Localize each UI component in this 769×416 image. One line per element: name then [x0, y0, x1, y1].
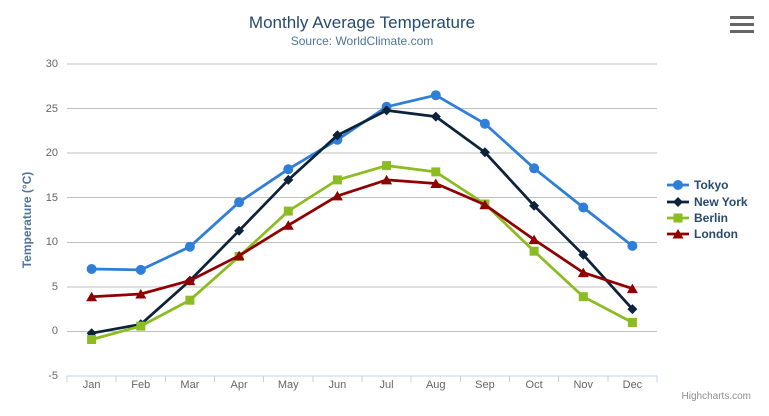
data-point-berlin[interactable] [185, 295, 195, 305]
data-point-berlin[interactable] [529, 246, 539, 256]
data-point-new-york[interactable] [430, 111, 441, 122]
data-point-new-york[interactable] [332, 130, 343, 141]
data-point-new-york[interactable] [529, 200, 540, 211]
y-axis-label: -5 [48, 370, 58, 382]
y-axis-label: 20 [45, 147, 58, 160]
data-point-berlin[interactable] [627, 318, 637, 327]
data-point-tokyo[interactable] [627, 240, 638, 251]
context-menu-button[interactable] [728, 13, 756, 35]
data-point-new-york[interactable] [479, 147, 490, 158]
legend-item-berlin[interactable]: Berlin [667, 210, 748, 226]
data-point-london[interactable] [184, 275, 196, 286]
y-axis-label: 30 [45, 58, 58, 70]
hamburger-icon [730, 22, 754, 26]
series-line-london[interactable] [90, 178, 634, 299]
data-point-berlin[interactable] [578, 292, 588, 302]
legend-item-london[interactable]: London [667, 226, 748, 242]
legend-marker-symbol-london [672, 229, 684, 239]
hamburger-icon [730, 15, 754, 19]
y-axis-label: 5 [51, 280, 58, 293]
legend-item-new-york[interactable]: New York [667, 193, 748, 209]
data-point-berlin[interactable] [431, 167, 441, 177]
data-point-new-york[interactable] [283, 174, 294, 185]
data-point-tokyo[interactable] [184, 241, 195, 252]
legend-label-london: London [694, 227, 738, 242]
data-point-london[interactable] [626, 283, 638, 294]
x-axis-label: Sep [475, 379, 495, 391]
hamburger-icon [730, 29, 754, 33]
data-point-london[interactable] [381, 174, 393, 185]
legend-label-tokyo: Tokyo [694, 178, 729, 193]
x-axis-label: Feb [131, 379, 151, 391]
series-line-new-york[interactable] [90, 109, 634, 335]
x-axis-label: Jun [328, 379, 347, 391]
data-point-berlin[interactable] [283, 206, 293, 216]
legend-marker-tokyo [667, 180, 689, 191]
x-axis-label: Oct [525, 379, 543, 391]
data-point-london[interactable] [233, 250, 245, 261]
data-point-tokyo[interactable] [479, 118, 490, 129]
data-point-london[interactable] [528, 234, 540, 245]
data-point-tokyo[interactable] [430, 90, 441, 101]
legend-marker-berlin [667, 213, 689, 223]
x-axis-label: May [277, 379, 299, 391]
legend: Tokyo New York Berlin London [667, 177, 748, 243]
x-axis-label: Dec [622, 379, 643, 391]
credits-link[interactable]: Highcharts.com [681, 391, 751, 402]
x-axis-label: Apr [230, 379, 248, 391]
data-point-new-york[interactable] [578, 249, 589, 260]
series-line-berlin[interactable] [90, 164, 634, 341]
x-axis-label: Nov [573, 379, 594, 391]
data-point-new-york[interactable] [627, 304, 638, 315]
legend-label-new-york: New York [694, 194, 748, 209]
data-point-london[interactable] [430, 178, 442, 189]
legend-marker-new-york [667, 196, 689, 207]
data-point-london[interactable] [282, 220, 294, 230]
data-point-tokyo[interactable] [283, 164, 294, 175]
data-point-berlin[interactable] [136, 321, 146, 331]
data-point-london[interactable] [479, 199, 491, 210]
legend-marker-symbol-new-york [673, 196, 683, 207]
legend-marker-symbol-tokyo [673, 180, 683, 191]
y-axis-label: 15 [45, 191, 58, 204]
x-axis-label: Mar [180, 379, 200, 391]
y-axis-label: 25 [45, 102, 58, 115]
legend-item-tokyo[interactable]: Tokyo [667, 177, 748, 193]
data-point-new-york[interactable] [381, 105, 392, 116]
data-point-london[interactable] [135, 289, 147, 299]
x-axis-label: Jan [82, 379, 101, 391]
data-point-tokyo[interactable] [234, 197, 245, 208]
y-axis-label: 10 [45, 236, 58, 249]
data-point-berlin[interactable] [87, 335, 97, 344]
data-point-tokyo[interactable] [135, 264, 146, 275]
data-point-london[interactable] [86, 291, 98, 302]
legend-marker-london [667, 229, 689, 239]
x-axis-label: Aug [425, 379, 446, 391]
y-axis-label: 0 [51, 325, 58, 338]
data-point-london[interactable] [331, 190, 343, 201]
data-point-tokyo[interactable] [86, 264, 97, 274]
legend-label-berlin: Berlin [694, 210, 729, 225]
x-axis-label: Jul [379, 379, 394, 391]
legend-marker-symbol-berlin [673, 213, 683, 223]
chart-subtitle: Source: WorldClimate.com [290, 34, 434, 48]
data-point-new-york[interactable] [234, 225, 245, 236]
data-point-tokyo[interactable] [529, 163, 540, 174]
data-point-berlin[interactable] [332, 175, 342, 185]
chart-title: Monthly Average Temperature [248, 13, 476, 32]
data-point-tokyo[interactable] [578, 202, 589, 213]
data-point-berlin[interactable] [382, 161, 392, 171]
data-point-london[interactable] [577, 267, 589, 278]
